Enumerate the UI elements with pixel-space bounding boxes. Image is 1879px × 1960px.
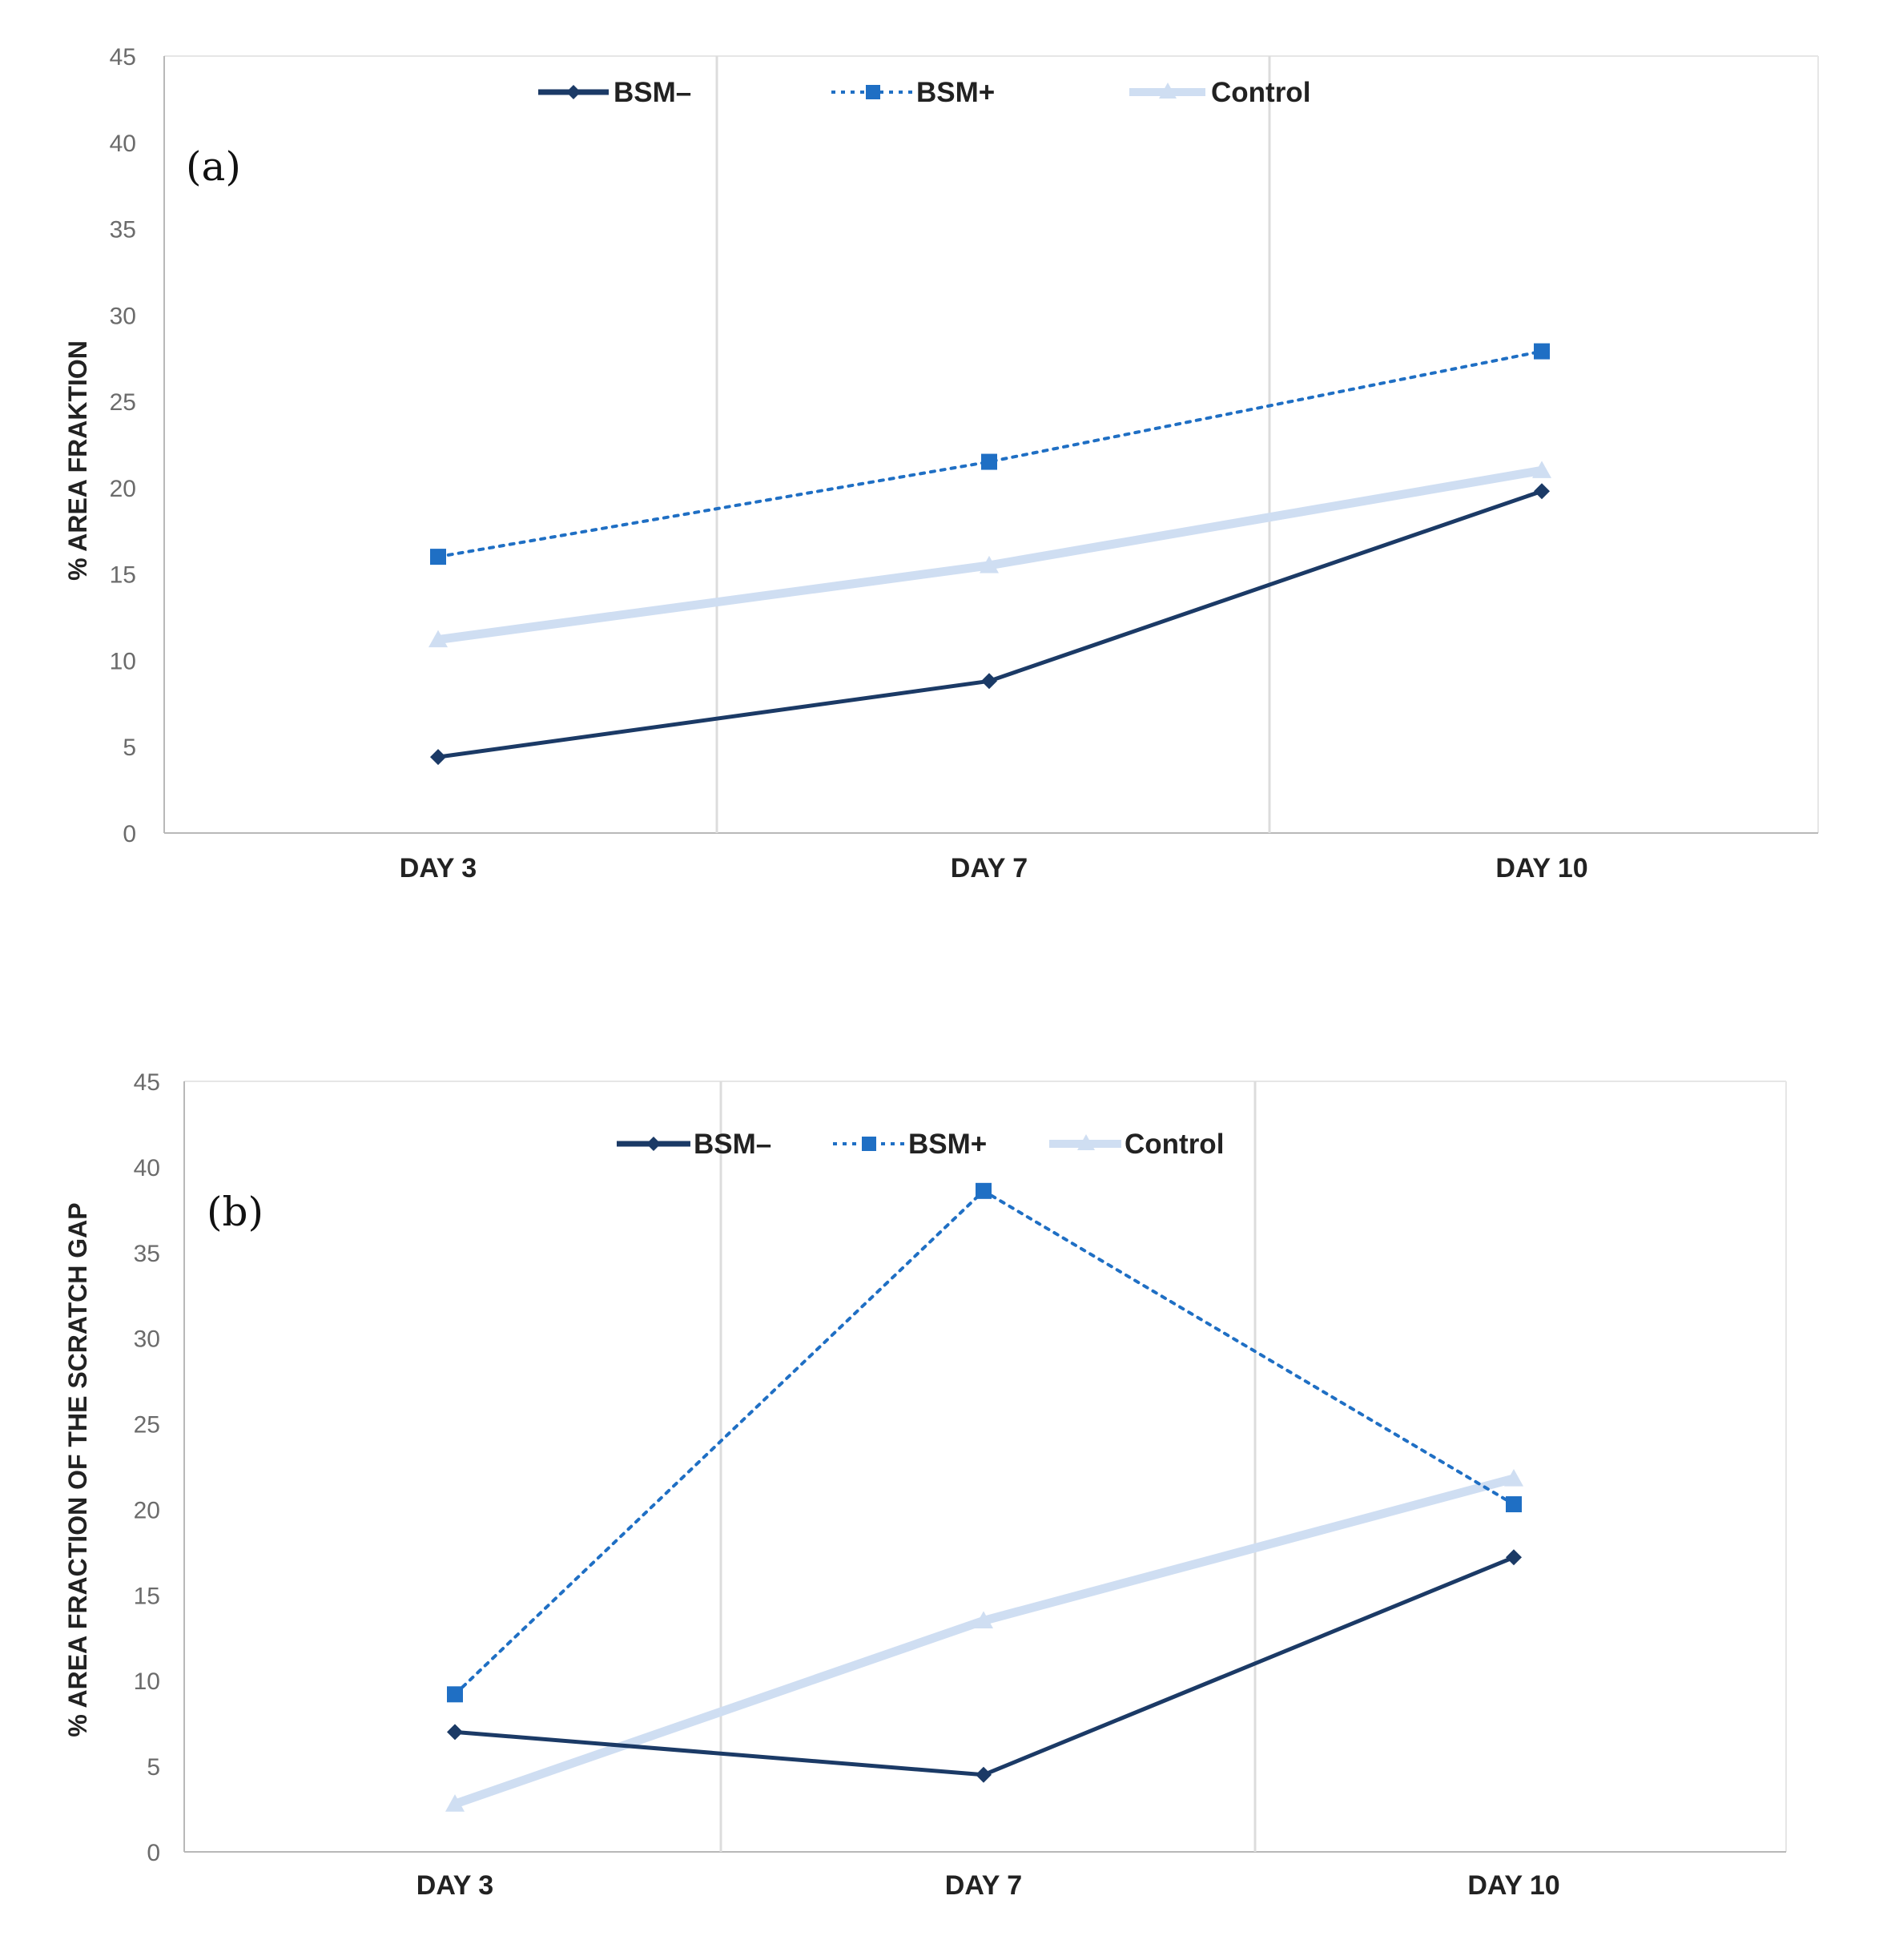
y-tick-label: 40 [134,1155,160,1181]
legend-label-bsm-plus: BSM+ [916,77,995,108]
data-point-control [445,1794,465,1812]
y-tick-label: 15 [110,562,136,589]
legend-label-bsm-minus: BSM– [614,77,691,108]
panel-label: (b) [207,1189,264,1235]
y-tick-labels: 0 5 10 15 20 25 30 35 40 45 [134,1069,160,1866]
y-tick-label: 45 [134,1069,160,1096]
legend-item-bsm-minus: BSM– [617,1129,771,1160]
y-tick-labels: 0 5 10 15 20 25 30 35 40 45 [110,44,136,847]
y-tick-label: 25 [110,389,136,416]
data-point-bsm-minus [430,749,446,766]
series-layer [429,343,1551,766]
data-point-bsm-plus [1506,1496,1522,1513]
data-point-control [429,630,448,648]
x-tick-label: DAY 10 [1467,1870,1559,1901]
y-axis-label: % AREA FRACTION OF THE SCRATCH GAP [63,1202,92,1737]
data-point-bsm-minus [981,673,997,690]
y-axis-label: % AREA FRAKTION [63,340,92,581]
y-tick-label: 10 [110,648,136,674]
data-point-bsm-minus [1506,1549,1522,1566]
legend-marker-bsm-minus [646,1137,661,1151]
series-line-bsm-plus [437,349,1543,559]
y-tick-label: 5 [147,1754,160,1781]
x-tick-labels: DAY 3 DAY 7 DAY 10 [400,853,1588,883]
y-tick-label: 15 [134,1583,160,1609]
legend-item-bsm-minus: BSM– [538,77,691,108]
legend-item-control: Control [1129,77,1310,108]
data-point-control [974,1611,993,1628]
panel-label: (a) [186,143,241,190]
data-point-control [1504,1468,1523,1487]
chart-b: 0 5 10 15 20 25 30 35 40 45 DAY 3 DAY 7 DAY 10 % AR… [63,1069,1787,1901]
x-tick-label: DAY 7 [951,853,1028,883]
legend-marker-bsm-minus [566,85,581,99]
legend-marker-bsm-plus [866,85,880,99]
data-point-bsm-minus [976,1766,992,1783]
x-tick-label: DAY 3 [416,1870,493,1901]
legend-label-bsm-plus: BSM+ [908,1129,987,1160]
legend-item-bsm-plus: BSM+ [831,77,995,108]
legend-label-control: Control [1211,77,1310,108]
y-tick-label: 0 [123,821,136,847]
y-tick-label: 25 [134,1412,160,1439]
y-tick-label: 30 [134,1326,160,1353]
data-point-bsm-plus [981,453,997,470]
legend-marker-control [1077,1134,1095,1150]
x-tick-label: DAY 7 [945,1870,1022,1901]
data-point-bsm-plus [447,1686,463,1703]
y-tick-label: 20 [134,1497,160,1523]
data-point-bsm-plus [430,549,446,565]
y-tick-label: 45 [110,44,136,70]
series-layer [445,1182,1523,1812]
y-tick-label: 40 [110,131,136,157]
x-tick-label: DAY 10 [1495,853,1587,883]
legend-item-control: Control [1049,1129,1224,1160]
legend: BSM– BSM+ Control [538,77,1310,108]
legend: BSM– BSM+ Control [617,1129,1224,1160]
y-tick-label: 35 [134,1241,160,1267]
legend-label-bsm-minus: BSM– [694,1129,771,1160]
legend-item-bsm-plus: BSM+ [833,1129,987,1160]
legend-label-control: Control [1125,1129,1224,1160]
y-tick-label: 30 [110,303,136,329]
data-point-control [980,555,999,574]
y-tick-label: 35 [110,217,136,243]
data-point-bsm-plus [1534,343,1550,360]
data-point-bsm-minus [447,1724,463,1741]
legend-marker-control [1159,83,1177,99]
legend-marker-bsm-plus [862,1137,876,1151]
y-tick-label: 5 [123,734,136,761]
x-tick-labels: DAY 3 DAY 7 DAY 10 [416,1870,1560,1901]
y-tick-label: 20 [110,476,136,502]
y-tick-label: 0 [147,1840,160,1866]
chart-a: 0 5 10 15 20 25 30 35 40 45 DAY 3 DAY 7 DAY 10 % AR… [63,44,1819,883]
data-point-control [1532,461,1551,478]
data-point-bsm-minus [1534,483,1550,500]
x-tick-label: DAY 3 [400,853,477,883]
data-point-bsm-plus [976,1182,992,1199]
y-tick-label: 10 [134,1668,160,1695]
